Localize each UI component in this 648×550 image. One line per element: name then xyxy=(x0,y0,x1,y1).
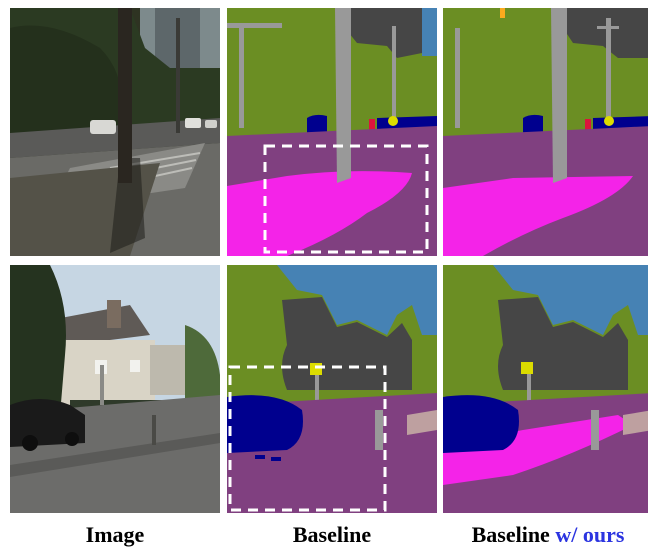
column-label-ours-text: w/ ours xyxy=(555,522,625,547)
column-label-baseline: Baseline xyxy=(292,522,372,547)
row1-ours-segmentation xyxy=(443,8,648,256)
column-label-image: Image xyxy=(85,522,145,547)
row1-baseline-segmentation xyxy=(227,8,437,256)
column-label-baseline-with-ours: Baseline w/ ours xyxy=(443,522,648,548)
row2-baseline-segmentation xyxy=(227,265,437,513)
column-label-baseline-text: Baseline xyxy=(471,522,550,547)
row1-image-photo xyxy=(10,8,220,256)
row2-image-photo xyxy=(10,265,220,513)
row2-ours-segmentation xyxy=(443,265,648,513)
row2-highlight-box xyxy=(228,365,387,512)
row1-highlight-box xyxy=(263,144,429,254)
